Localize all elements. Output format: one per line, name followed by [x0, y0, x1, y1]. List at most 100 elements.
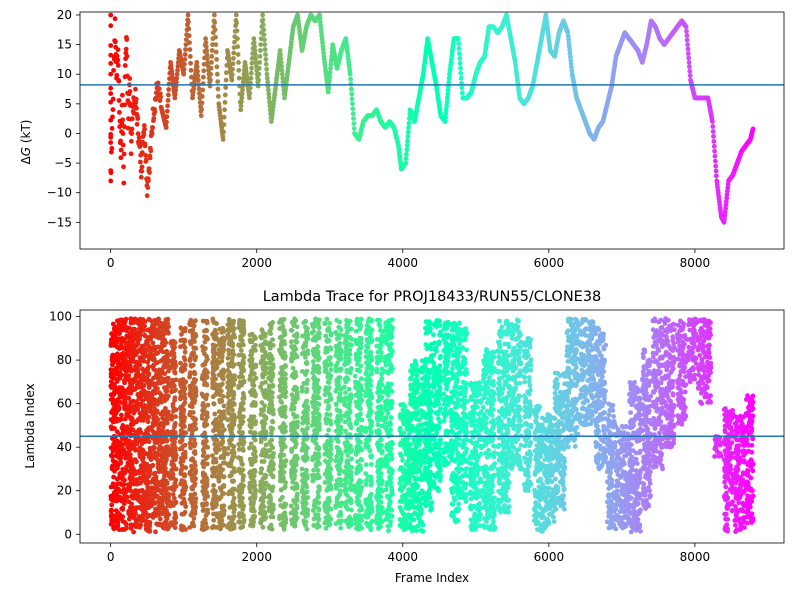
lambda-point	[212, 447, 218, 452]
lambda-point	[260, 424, 266, 430]
lambda-point	[108, 392, 114, 397]
lambda-point	[251, 516, 256, 522]
lambda-point	[201, 362, 207, 367]
lambda-point	[136, 522, 142, 528]
lambda-point	[252, 334, 257, 339]
lambda-point	[238, 348, 244, 353]
lambda-point	[266, 468, 272, 473]
delta-g-point	[212, 20, 218, 25]
delta-g-point	[165, 103, 171, 109]
delta-g-point	[197, 91, 202, 96]
lambda-point	[262, 509, 267, 515]
lambda-point	[199, 526, 205, 532]
delta-g-point	[139, 150, 145, 156]
delta-g-point	[280, 75, 286, 81]
delta-g-point	[252, 44, 257, 49]
delta-g-point	[121, 151, 127, 157]
delta-g-point	[236, 75, 242, 81]
delta-g-point	[115, 47, 121, 53]
lambda-point	[178, 446, 184, 451]
lambda-point	[281, 371, 287, 377]
lambda-point	[138, 468, 144, 474]
lambda-point	[180, 368, 185, 374]
delta-g-point	[214, 71, 220, 77]
lambda-point	[252, 437, 258, 443]
delta-g-point	[204, 52, 210, 57]
lambda-point	[181, 409, 186, 415]
lambda-point	[116, 497, 122, 503]
lambda-point	[249, 462, 255, 467]
delta-g-point	[235, 44, 241, 49]
lambda-point	[259, 496, 264, 502]
delta-g-point	[445, 91, 451, 97]
lambda-point	[114, 514, 119, 520]
delta-g-point	[195, 73, 201, 79]
lambda-point	[229, 437, 234, 442]
lambda-point	[192, 507, 198, 512]
lambda-point	[123, 455, 128, 461]
delta-g-point	[404, 151, 409, 157]
lambda-point	[160, 349, 166, 355]
lambda-point	[144, 490, 149, 495]
lambda-point	[108, 374, 114, 380]
lambda-point	[182, 328, 188, 334]
lambda-point	[192, 471, 198, 476]
lambda-point	[238, 470, 244, 476]
delta-g-point	[173, 87, 179, 93]
delta-g-point	[405, 138, 410, 144]
delta-g-point	[134, 105, 139, 111]
delta-g-point	[172, 91, 178, 97]
lambda-point	[251, 371, 257, 377]
lambda-point	[217, 447, 222, 452]
lambda-point	[139, 343, 145, 349]
lambda-point	[247, 470, 253, 475]
delta-g-point	[684, 37, 690, 43]
lambda-point	[157, 344, 163, 350]
delta-g-point	[263, 61, 269, 67]
delta-g-point	[108, 61, 114, 66]
delta-g-point	[172, 95, 178, 101]
lambda-point	[161, 507, 167, 512]
lambda-point	[116, 527, 122, 533]
lambda-point	[270, 418, 275, 424]
lambda-point	[259, 381, 265, 386]
lambda-point	[227, 351, 233, 356]
lambda-point	[129, 426, 134, 432]
lambda-point	[230, 374, 235, 380]
delta-g-point	[327, 77, 332, 83]
lambda-point	[157, 487, 163, 493]
lambda-point	[128, 400, 134, 405]
delta-g-point	[403, 160, 409, 166]
delta-g-point	[458, 75, 464, 81]
lambda-point	[231, 495, 237, 501]
lambda-point	[124, 494, 130, 500]
lambda-point	[283, 384, 288, 390]
lambda-point	[128, 320, 134, 325]
lambda-point	[132, 446, 138, 452]
delta-g-point	[264, 71, 270, 77]
lambda-point	[279, 477, 285, 482]
delta-g-point	[710, 119, 715, 124]
lambda-point	[169, 459, 175, 464]
lambda-point	[108, 343, 114, 348]
lambda-point	[119, 352, 124, 358]
lambda-point	[260, 524, 266, 530]
delta-g-point	[278, 60, 284, 65]
delta-g-y-tick-label: −5	[54, 156, 72, 170]
delta-g-point	[199, 100, 205, 106]
lambda-point	[260, 513, 266, 519]
lambda-point	[187, 427, 193, 432]
lambda-point	[204, 369, 210, 374]
delta-g-point	[251, 36, 257, 42]
delta-g-point	[267, 99, 272, 105]
lambda-point	[179, 378, 185, 384]
delta-g-point	[351, 126, 357, 131]
lambda-point	[225, 417, 231, 423]
lambda-point	[225, 451, 231, 457]
delta-g-point	[210, 42, 215, 47]
delta-g-point	[186, 26, 192, 32]
lambda-point	[253, 488, 258, 493]
lambda-point	[164, 470, 170, 475]
delta-g-point	[194, 64, 200, 70]
lambda-point	[259, 407, 264, 413]
